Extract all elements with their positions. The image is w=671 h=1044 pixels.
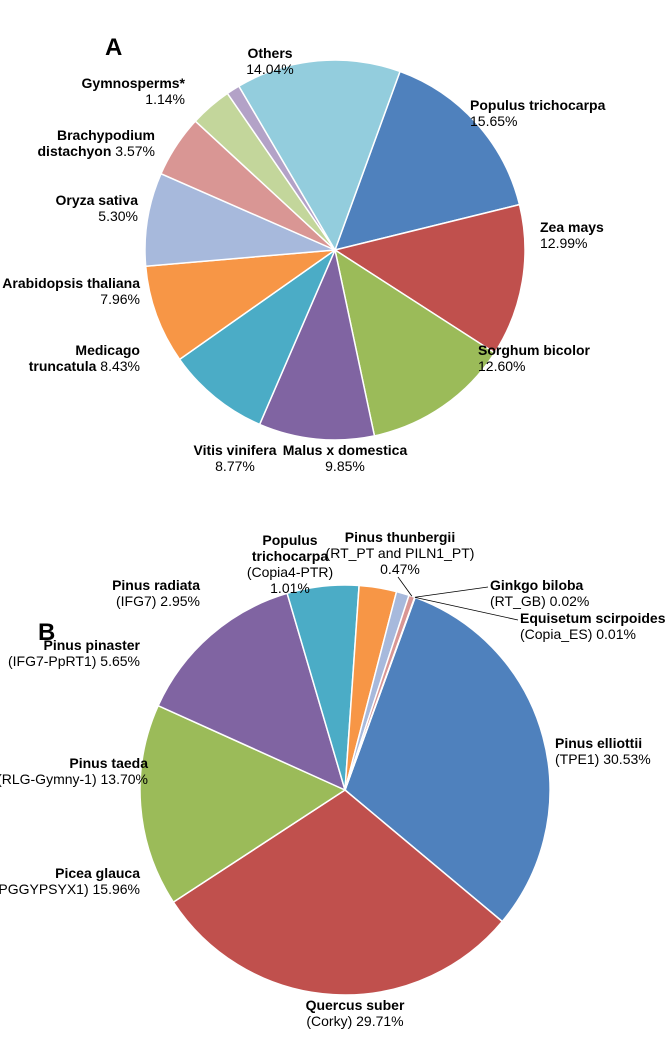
leader-line xyxy=(415,587,488,597)
slice-label: Brachypodiumdistachyon 3.57% xyxy=(38,127,156,159)
slice-label: Quercus suber(Corky) 29.71% xyxy=(306,997,405,1029)
slice-label: Malus x domestica9.85% xyxy=(283,442,408,474)
slice-label: Vitis vinifera8.77% xyxy=(193,442,276,474)
slice-label: Picea glauca(PGGYPSYX1) 15.96% xyxy=(0,865,140,897)
slice-label: Arabidopsis thaliana7.96% xyxy=(2,275,140,307)
slice-label: Medicagotruncatula 8.43% xyxy=(29,342,140,374)
slice-label: Pinus elliottii(TPE1) 30.53% xyxy=(555,735,651,767)
figure-container: Populus trichocarpa15.65% Zea mays12.99% S… xyxy=(0,0,671,1044)
slice-label: Sorghum bicolor12.60% xyxy=(478,342,591,374)
slice-label: Gymnosperms*1.14% xyxy=(82,75,186,107)
slice-label: Ginkgo biloba(RT_GB) 0.02% xyxy=(490,577,589,609)
slice-label: Pinus thunbergii(RT_PT and PILN1_PT)0.47… xyxy=(326,529,475,577)
slice-label: Pinus pinaster(IFG7-PpRT1) 5.65% xyxy=(8,637,141,669)
panel-label-b: B xyxy=(38,619,55,646)
slice-label: Others14.04% xyxy=(246,45,293,77)
slice-label: Pinus radiata(IFG7) 2.95% xyxy=(112,577,200,609)
charts-svg: Populus trichocarpa15.65% Zea mays12.99% S… xyxy=(0,0,671,1044)
panel-label-a: A xyxy=(105,34,122,61)
slice-label: Equisetum scirpoides(Copia_ES) 0.01% xyxy=(520,610,666,642)
slice-label: Pinus taeda(RLG-Gymny-1) 13.70% xyxy=(0,755,148,787)
slice-label: Oryza sativa5.30% xyxy=(56,192,139,224)
slice-label: Populus trichocarpa15.65% xyxy=(470,97,606,129)
slice-label: Zea mays12.99% xyxy=(540,219,604,251)
